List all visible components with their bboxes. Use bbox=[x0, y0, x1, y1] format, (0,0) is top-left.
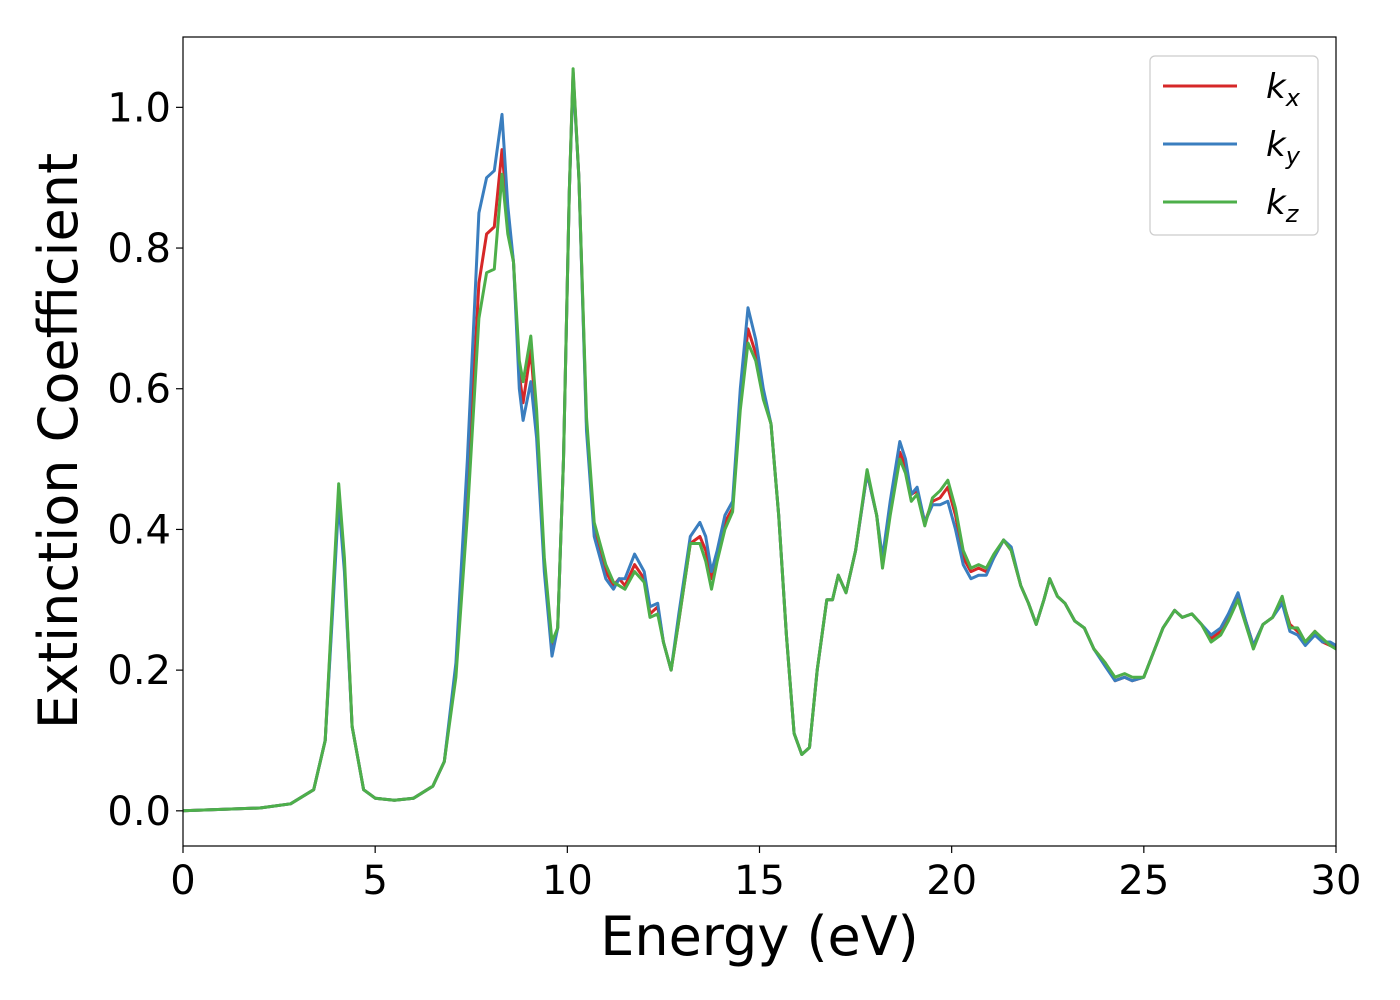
x-tick-label: 20 bbox=[926, 858, 977, 904]
x-axis-label: Energy (eV) bbox=[600, 905, 919, 968]
y-tick-label: 0.4 bbox=[107, 507, 171, 553]
y-tick-label: 0.6 bbox=[107, 367, 171, 413]
x-tick-label: 10 bbox=[542, 858, 593, 904]
y-axis-ticks: 0.0 0.2 0.4 0.6 0.8 1.0 bbox=[107, 85, 183, 835]
x-tick-label: 25 bbox=[1118, 858, 1169, 904]
x-tick-label: 5 bbox=[362, 858, 387, 904]
series-layer bbox=[183, 67, 1336, 813]
y-tick-label: 0.2 bbox=[107, 648, 171, 694]
series-line-z bbox=[183, 67, 1336, 813]
y-tick-label: 0.0 bbox=[107, 789, 171, 835]
x-axis-ticks: 0 5 10 15 20 25 30 bbox=[170, 846, 1361, 904]
y-axis-label: Extinction Coefficient bbox=[27, 153, 90, 729]
x-tick-label: 30 bbox=[1311, 858, 1362, 904]
y-tick-label: 0.8 bbox=[107, 226, 171, 272]
x-tick-label: 0 bbox=[170, 858, 195, 904]
x-tick-label: 15 bbox=[734, 858, 785, 904]
y-tick-label: 1.0 bbox=[107, 85, 171, 131]
